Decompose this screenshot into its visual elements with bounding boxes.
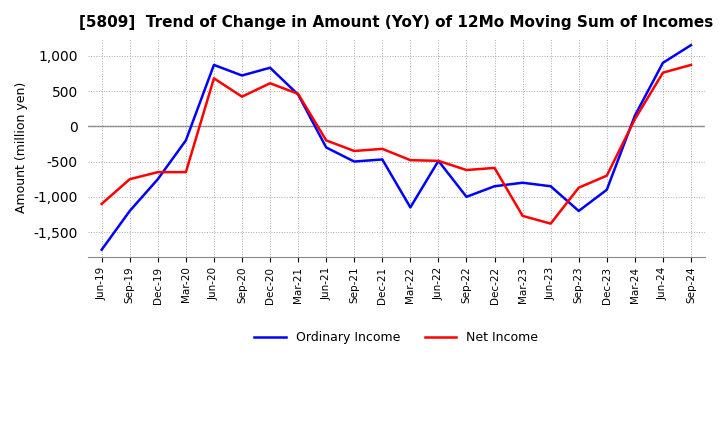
Net Income [687,62,696,68]
Ordinary Income [97,247,106,253]
Ordinary Income [378,157,387,162]
Net Income [322,138,330,143]
Net Income [462,167,471,172]
Net Income [97,201,106,206]
Net Income [631,117,639,122]
Line: Net Income: Net Income [102,65,691,224]
Ordinary Income [181,138,190,143]
Net Income [210,76,218,81]
Legend: Ordinary Income, Net Income: Ordinary Income, Net Income [249,326,544,349]
Net Income [518,213,527,219]
Net Income [490,165,499,171]
Ordinary Income [518,180,527,185]
Net Income [575,185,583,190]
Title: [5809]  Trend of Change in Amount (YoY) of 12Mo Moving Sum of Incomes: [5809] Trend of Change in Amount (YoY) o… [79,15,714,30]
Ordinary Income [125,208,134,213]
Net Income [378,146,387,151]
Net Income [266,81,274,86]
Ordinary Income [687,43,696,48]
Net Income [546,221,555,226]
Line: Ordinary Income: Ordinary Income [102,45,691,250]
Net Income [434,158,443,164]
Ordinary Income [153,176,162,182]
Ordinary Income [322,145,330,150]
Ordinary Income [350,159,359,164]
Net Income [406,158,415,163]
Net Income [659,70,667,75]
Net Income [125,176,134,182]
Y-axis label: Amount (million yen): Amount (million yen) [15,82,28,213]
Ordinary Income [659,60,667,66]
Ordinary Income [238,73,246,78]
Net Income [603,173,611,178]
Ordinary Income [294,92,302,97]
Net Income [350,148,359,154]
Ordinary Income [434,158,443,164]
Net Income [238,94,246,99]
Ordinary Income [462,194,471,199]
Ordinary Income [603,187,611,192]
Ordinary Income [575,208,583,213]
Ordinary Income [210,62,218,68]
Net Income [181,169,190,175]
Ordinary Income [546,183,555,189]
Ordinary Income [490,183,499,189]
Net Income [153,169,162,175]
Ordinary Income [266,65,274,70]
Ordinary Income [631,113,639,118]
Ordinary Income [406,205,415,210]
Net Income [294,91,302,96]
